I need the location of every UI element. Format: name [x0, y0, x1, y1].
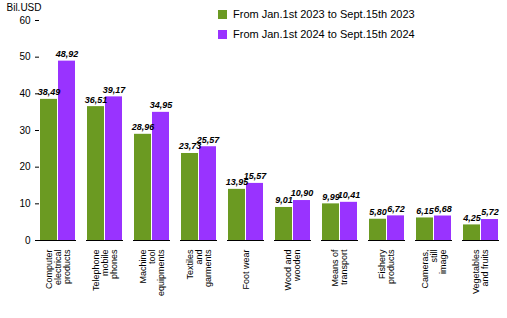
svg-text:60: 60: [19, 15, 31, 26]
svg-text:0: 0: [25, 235, 31, 246]
svg-text:15,57: 15,57: [244, 171, 268, 181]
svg-text:Vegetablesand fruits: Vegetablesand fruits: [471, 249, 490, 294]
svg-text:40: 40: [19, 88, 31, 99]
svg-text:34,95: 34,95: [150, 100, 174, 110]
svg-text:Means oftransport: Means oftransport: [330, 249, 349, 287]
svg-text:39,17: 39,17: [103, 85, 127, 95]
svg-text:Foot wear: Foot wear: [241, 250, 251, 290]
svg-text:23,73: 23,73: [178, 141, 202, 152]
svg-text:Wood andwooden: Wood andwooden: [283, 250, 302, 291]
svg-text:Telephonemobilephones: Telephonemobilephones: [91, 249, 119, 291]
svg-text:28,96: 28,96: [131, 122, 156, 132]
svg-text:Textilesandgarments: Textilesandgarments: [185, 249, 213, 287]
svg-text:Cameras,stillimage: Cameras,stillimage: [420, 250, 448, 289]
svg-text:Fisheryproducts: Fisheryproducts: [377, 249, 396, 284]
svg-text:Machinetoolequipments: Machinetoolequipments: [138, 249, 166, 296]
svg-text:5,80: 5,80: [369, 207, 387, 217]
svg-text:36,51: 36,51: [85, 95, 108, 105]
svg-text:9,99: 9,99: [322, 191, 340, 202]
svg-text:20: 20: [19, 161, 31, 172]
svg-text:25,57: 25,57: [196, 135, 221, 145]
svg-text:10: 10: [19, 198, 31, 209]
svg-text:10,41: 10,41: [338, 190, 361, 200]
svg-text:38,49: 38,49: [38, 87, 61, 97]
svg-text:50: 50: [19, 51, 31, 62]
svg-text:9,01: 9,01: [275, 195, 293, 206]
svg-text:4,25: 4,25: [462, 213, 482, 223]
html-text:From Jan.1st 2023 to Sept.15th: From Jan.1st 2023 to Sept.15th 2023: [233, 8, 415, 20]
svg-text:6,15: 6,15: [416, 206, 435, 216]
svg-text:Bil.USD: Bil.USD: [7, 2, 42, 13]
svg-text:30: 30: [19, 125, 31, 136]
svg-text:10,90: 10,90: [291, 188, 314, 198]
svg-text:Computerelectricalproducts: Computerelectricalproducts: [44, 249, 72, 289]
svg-text:13,95: 13,95: [225, 177, 249, 188]
svg-text:48,92: 48,92: [55, 49, 79, 59]
svg-text:6,72: 6,72: [387, 204, 405, 214]
html-text:From Jan.1st 2024 to Sept.15th: From Jan.1st 2024 to Sept.15th 2024: [233, 28, 415, 40]
svg-text:6,68: 6,68: [434, 204, 452, 214]
svg-text:5,72: 5,72: [481, 207, 499, 217]
